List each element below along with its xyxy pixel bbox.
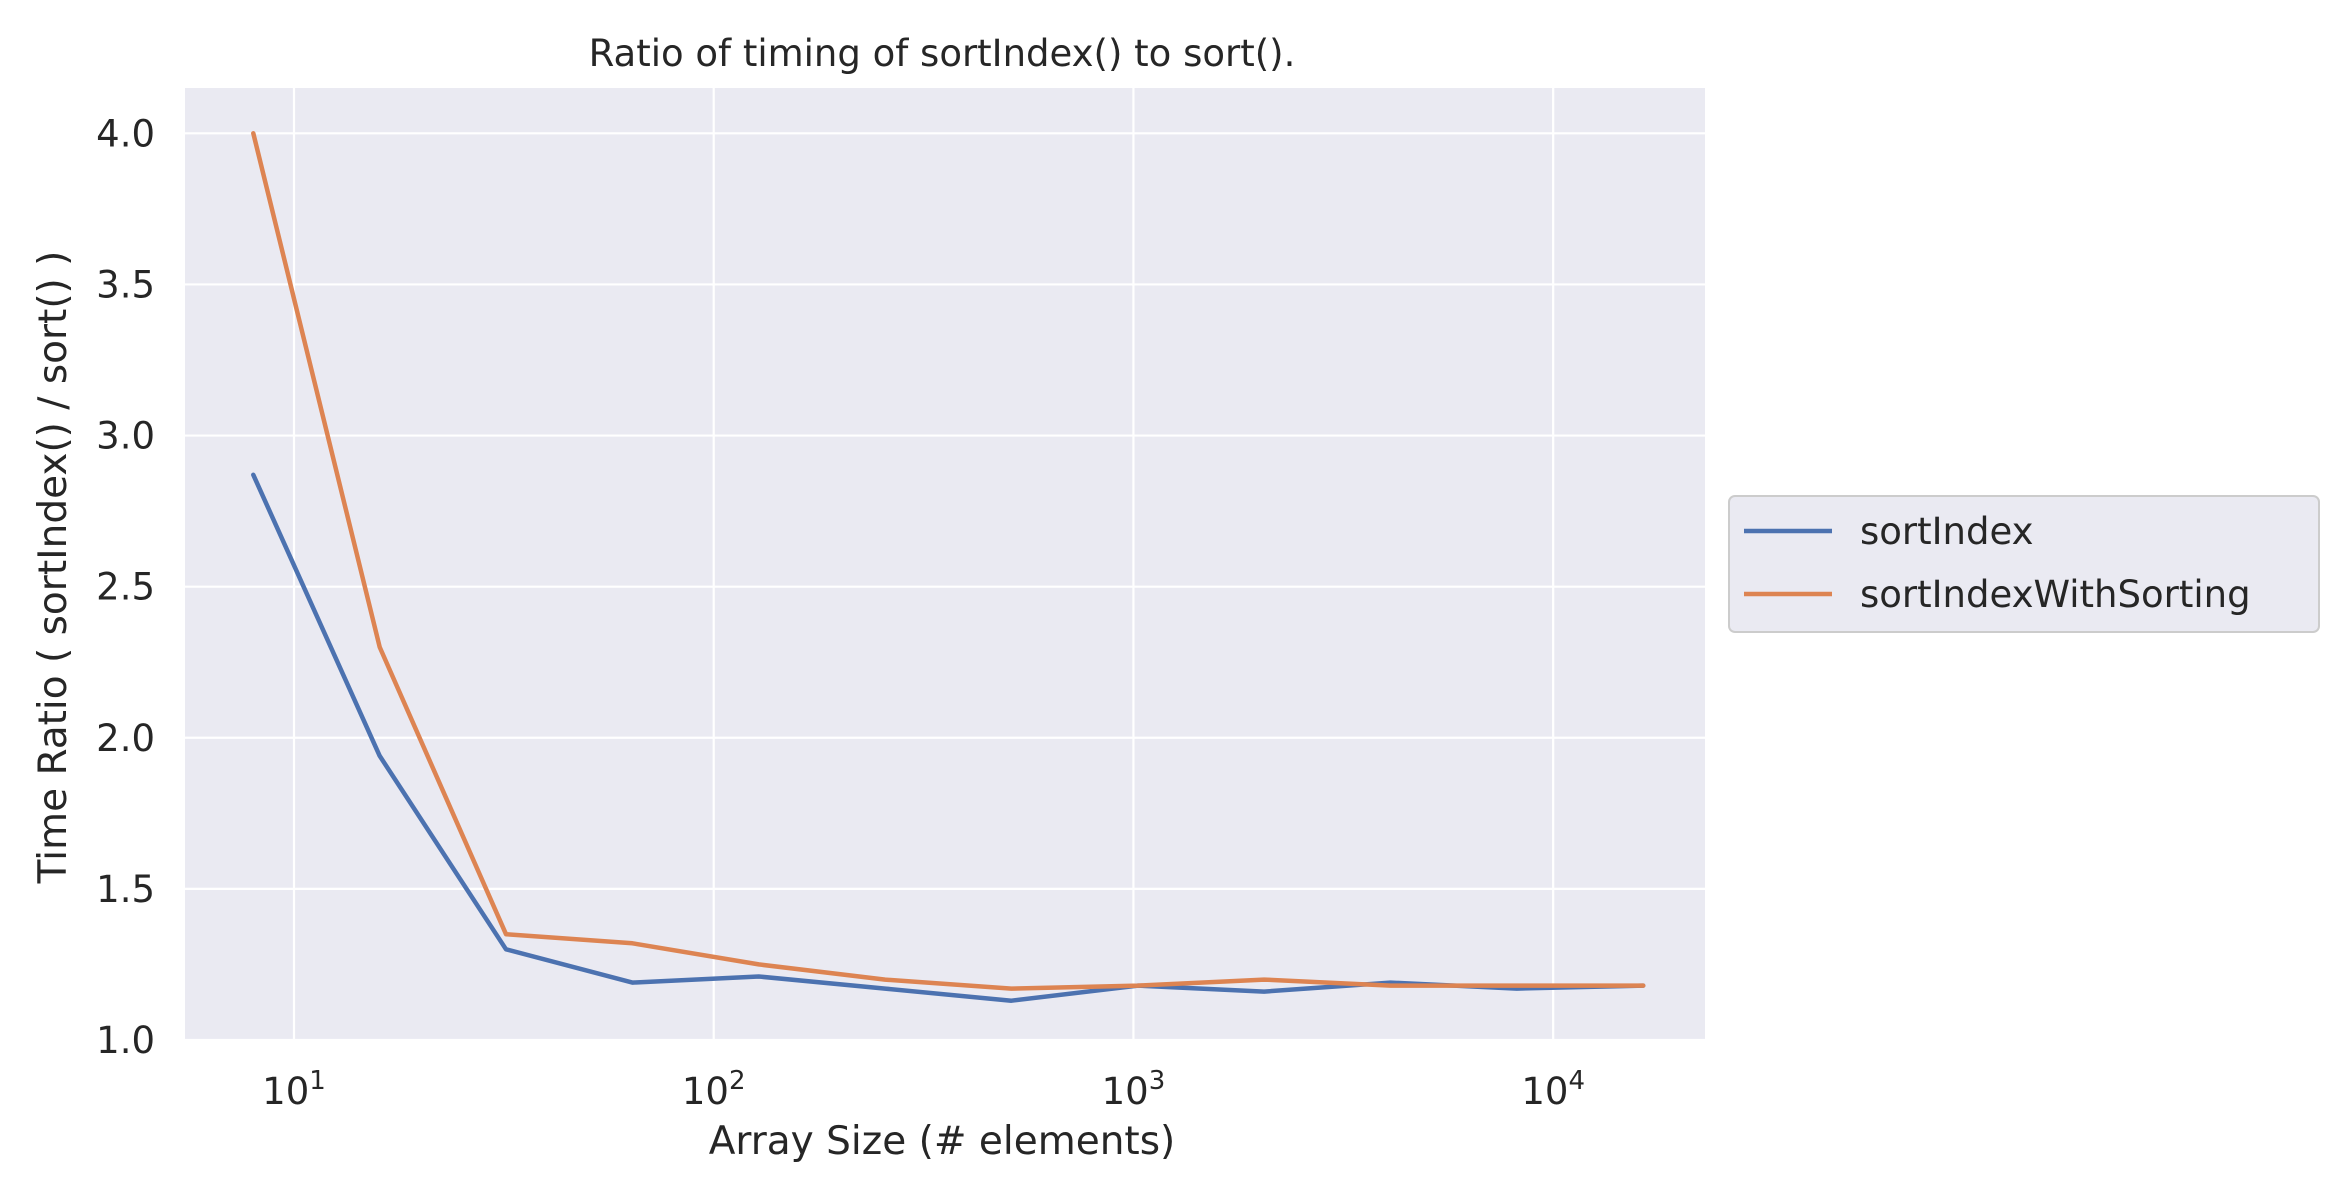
x-tick-label: 104: [1521, 1066, 1585, 1113]
y-axis-ticks: 1.0 1.5 2.0 2.5 3.0 3.5 4.0: [96, 112, 155, 1062]
legend-box: [1728, 495, 2320, 633]
y-tick-label: 3.0: [96, 415, 155, 458]
y-tick-label: 2.5: [96, 566, 155, 609]
x-tick-label: 103: [1102, 1066, 1166, 1113]
grid-lines: [185, 88, 1705, 1042]
plot-area: [185, 88, 1705, 1040]
legend-label: sortIndex: [1860, 510, 2034, 553]
legend-label: sortIndexWithSorting: [1860, 573, 2251, 616]
x-axis-ticks: 101 102 103 104: [262, 1066, 1585, 1113]
y-axis-label: Time Ratio ( sortIndex() / sort() ): [31, 251, 76, 885]
y-tick-label: 4.0: [96, 112, 155, 155]
y-tick-label: 3.5: [96, 263, 155, 306]
legend: sortIndex sortIndexWithSorting: [1728, 495, 2320, 633]
series-lines: [251, 131, 1646, 1003]
x-axis-label: Array Size (# elements): [709, 1119, 1176, 1164]
x-tick-label: 102: [682, 1066, 746, 1113]
y-tick-label: 1.0: [96, 1019, 155, 1062]
y-tick-label: 2.0: [96, 717, 155, 760]
y-tick-label: 1.5: [96, 868, 155, 911]
x-tick-label: 101: [262, 1066, 326, 1113]
series-line-sortIndexWithSorting: [251, 131, 1646, 991]
chart-title: Ratio of timing of sortIndex() to sort()…: [589, 32, 1296, 75]
